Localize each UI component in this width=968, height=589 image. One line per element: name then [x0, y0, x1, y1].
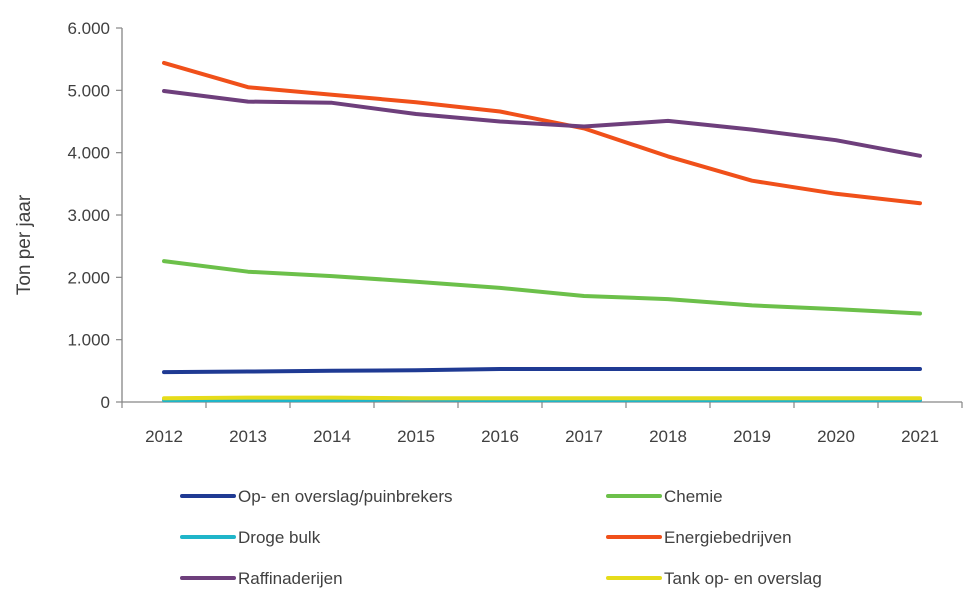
legend-item-energiebedrijven: Energiebedrijven: [606, 528, 792, 547]
x-axis-ticks: 2012 2013 2014 2015 2016 2017 2018 2019 2020 2021: [121, 402, 963, 446]
series-line-op-en-overslag-puinbrekers: [162, 367, 922, 375]
legend-item-op-en-overslag-puinbrekers: Op- en overslag/puinbrekers: [180, 487, 453, 506]
series-line-raffinaderijen: [162, 89, 922, 158]
y-axis-label: Ton per jaar: [14, 194, 35, 295]
legend-item-tank-op-en-overslag: Tank op- en overslag: [606, 569, 822, 588]
legend-item-raffinaderijen: Raffinaderijen: [180, 569, 343, 588]
x-tick-label: 2019: [733, 427, 771, 446]
x-tick-label: 2016: [481, 427, 519, 446]
y-tick-label: 1.000: [67, 331, 110, 350]
legend-label: Raffinaderijen: [238, 569, 343, 588]
x-tick-label: 2018: [649, 427, 687, 446]
series-line-chemie: [162, 259, 922, 316]
y-tick-label: 5.000: [67, 81, 110, 100]
x-tick-label: 2013: [229, 427, 267, 446]
y-tick-label: 0: [101, 393, 110, 412]
y-axis-ticks: 0 1.000 2.000 3.000 4.000 5.000 6.000: [67, 19, 122, 412]
series-lines: [162, 60, 922, 403]
axes: [121, 28, 962, 403]
y-tick-label: 6.000: [67, 19, 110, 38]
series-line-tank-op-en-overslag: [162, 395, 922, 401]
legend: Op- en overslag/puinbrekers Chemie Droge b…: [180, 487, 822, 588]
legend-label: Op- en overslag/puinbrekers: [238, 487, 453, 506]
legend-item-droge-bulk: Droge bulk: [180, 528, 321, 547]
legend-label: Tank op- en overslag: [664, 569, 822, 588]
series-line-energiebedrijven: [162, 60, 922, 206]
legend-item-chemie: Chemie: [606, 487, 723, 506]
x-tick-label: 2017: [565, 427, 603, 446]
x-tick-label: 2021: [901, 427, 939, 446]
x-tick-label: 2020: [817, 427, 855, 446]
x-tick-label: 2012: [145, 427, 183, 446]
y-tick-label: 2.000: [67, 268, 110, 287]
y-tick-label: 3.000: [67, 206, 110, 225]
legend-label: Chemie: [664, 487, 723, 506]
x-tick-label: 2014: [313, 427, 351, 446]
legend-label: Droge bulk: [238, 528, 321, 547]
x-tick-label: 2015: [397, 427, 435, 446]
y-tick-label: 4.000: [67, 144, 110, 163]
legend-label: Energiebedrijven: [664, 528, 792, 547]
